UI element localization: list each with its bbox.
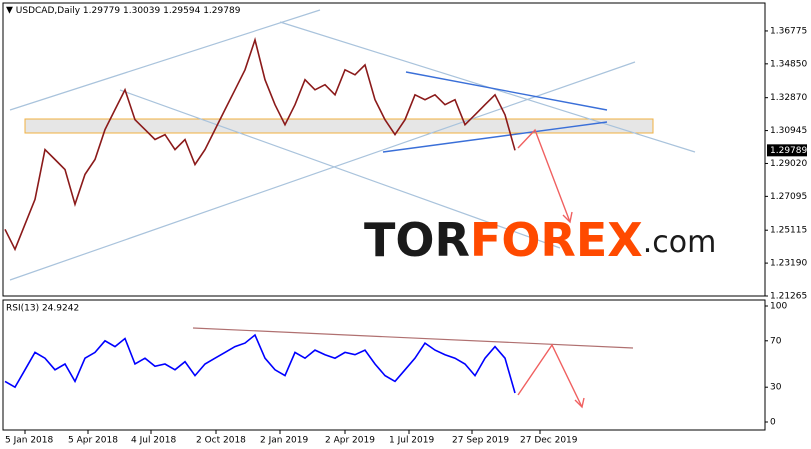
- watermark-part: TOR: [364, 213, 470, 267]
- ohlc: 1.30039: [123, 6, 160, 16]
- x-tick-label: 4 Jul 2018: [131, 436, 176, 446]
- rsi-panel: [2, 299, 766, 431]
- ohlc: 1.29779: [83, 6, 120, 16]
- watermark-part: .com: [643, 225, 717, 260]
- ohlc: 1.29789: [203, 6, 240, 16]
- rsi-title: RSI(13) 24.9242: [6, 304, 79, 314]
- y-tick-label: 70: [770, 336, 782, 346]
- series-line: [4, 37, 516, 252]
- x-tick-label: 2 Jan 2019: [260, 436, 308, 446]
- y-tick-label: 100: [770, 302, 787, 312]
- x-tick-label: 2 Apr 2019: [325, 436, 375, 446]
- support-zone: [24, 118, 654, 134]
- symbol: USDCAD,Daily: [16, 6, 81, 16]
- last-price-label: 1.29789: [770, 146, 807, 156]
- rsi-trend-line: [192, 327, 634, 349]
- y-tick-label: 1.30945: [770, 126, 807, 136]
- triangle-lines: [382, 71, 608, 153]
- y-tick-label: 1.29020: [770, 159, 807, 169]
- watermark: TORFOREX.com: [364, 213, 716, 267]
- y-tick-label: 1.32870: [770, 93, 807, 103]
- y-tick-label: 1.21265: [770, 292, 807, 302]
- x-tick-label: 27 Sep 2019: [452, 436, 509, 446]
- last-price-box: [767, 144, 807, 157]
- x-tick-label: 27 Dec 2019: [520, 436, 578, 446]
- x-tick-label: 1 Jul 2019: [389, 436, 434, 446]
- header: ▼ USDCAD,Daily 1.29779 1.30039 1.29594 1…: [6, 6, 241, 16]
- y-tick-label: 1.23190: [770, 259, 807, 269]
- y-tick-label: 1.36775: [770, 26, 807, 36]
- ohlc: 1.29594: [163, 6, 200, 16]
- watermark-part: FOREX: [470, 213, 643, 267]
- y-tick-label: 1.27095: [770, 192, 807, 202]
- series-line: [4, 333, 516, 394]
- y-tick-label: 1.25115: [770, 226, 807, 236]
- forecast-arrows: [517, 128, 585, 409]
- y-tick-label: 0: [770, 418, 776, 428]
- x-tick-label: 5 Jan 2018: [5, 436, 53, 446]
- y-tick-label: 1.34850: [770, 59, 807, 69]
- x-tick-label: 2 Oct 2018: [196, 436, 246, 446]
- x-tick-label: 5 Apr 2018: [68, 436, 118, 446]
- y-tick-label: 30: [770, 383, 782, 393]
